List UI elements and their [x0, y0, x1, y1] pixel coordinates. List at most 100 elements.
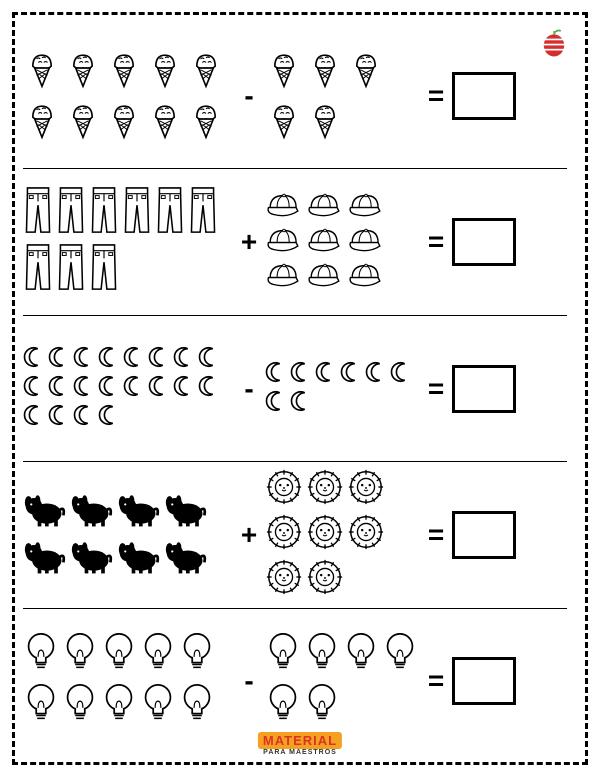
moon-icon — [173, 346, 195, 373]
icecream-icon — [146, 97, 184, 146]
icecream-icon — [23, 46, 61, 95]
moon-icon — [265, 361, 287, 388]
dog-icon — [164, 489, 208, 534]
dog-icon — [164, 536, 208, 581]
cap-icon — [347, 261, 385, 294]
moon-icon — [173, 375, 195, 402]
lion-icon — [306, 558, 344, 601]
left-group — [23, 46, 233, 146]
bulb-icon — [382, 631, 418, 680]
operator: + — [239, 226, 259, 258]
moon-icon — [198, 375, 220, 402]
icecream-icon — [105, 97, 143, 146]
icecream-icon — [187, 97, 225, 146]
operator: - — [239, 665, 259, 697]
cap-icon — [347, 191, 385, 224]
right-group — [265, 191, 420, 294]
cap-icon — [347, 226, 385, 259]
bulb-icon — [265, 631, 301, 680]
moon-icon — [148, 375, 170, 402]
left-group — [23, 186, 233, 298]
problem-row: + — [23, 462, 567, 608]
moon-icon — [198, 346, 220, 373]
icecream-icon — [105, 46, 143, 95]
bulb-icon — [140, 631, 176, 680]
moon-icon — [48, 404, 70, 431]
operator: - — [239, 80, 259, 112]
right-group — [265, 631, 420, 731]
operator: + — [239, 519, 259, 551]
icecream-icon — [64, 97, 102, 146]
answer-box[interactable] — [452, 218, 516, 266]
dog-icon — [70, 536, 114, 581]
left-group — [23, 631, 233, 731]
answer-box[interactable] — [452, 365, 516, 413]
left-group — [23, 489, 233, 581]
cap-icon — [265, 191, 303, 224]
bulb-icon — [101, 631, 137, 680]
answer-box[interactable] — [452, 511, 516, 559]
moon-icon — [148, 346, 170, 373]
bulb-icon — [140, 682, 176, 731]
moon-icon — [73, 404, 95, 431]
pants-icon — [23, 186, 53, 241]
lion-icon — [265, 558, 303, 601]
icecream-icon — [146, 46, 184, 95]
icecream-icon — [265, 46, 303, 95]
cap-icon — [265, 261, 303, 294]
apple-logo-icon — [537, 25, 571, 59]
icecream-icon — [265, 97, 303, 146]
bulb-icon — [179, 682, 215, 731]
pants-icon — [188, 186, 218, 241]
icecream-icon — [187, 46, 225, 95]
dog-icon — [70, 489, 114, 534]
bulb-icon — [23, 682, 59, 731]
answer-box[interactable] — [452, 657, 516, 705]
bulb-icon — [62, 682, 98, 731]
cap-icon — [306, 191, 344, 224]
moon-icon — [365, 361, 387, 388]
icecream-icon — [23, 97, 61, 146]
footer-line1: MATERIAL — [258, 732, 342, 749]
equals-sign: = — [426, 226, 446, 258]
moon-icon — [123, 375, 145, 402]
moon-icon — [98, 404, 120, 431]
moon-icon — [73, 375, 95, 402]
moon-icon — [390, 361, 412, 388]
bulb-icon — [265, 682, 301, 731]
moon-icon — [98, 346, 120, 373]
moon-icon — [340, 361, 362, 388]
footer-line2: PARA MAESTROS — [258, 749, 342, 756]
right-group — [265, 361, 420, 417]
lion-icon — [347, 513, 385, 556]
bulb-icon — [304, 631, 340, 680]
bulb-icon — [23, 631, 59, 680]
equals-sign: = — [426, 665, 446, 697]
right-group — [265, 468, 420, 601]
lion-icon — [265, 468, 303, 511]
footer-logo: MATERIAL PARA MAESTROS — [258, 732, 342, 756]
problem-row: - = — [23, 316, 567, 462]
lion-icon — [306, 468, 344, 511]
bulb-icon — [343, 631, 379, 680]
operator: - — [239, 373, 259, 405]
left-group — [23, 346, 233, 431]
icecream-icon — [64, 46, 102, 95]
dog-icon — [117, 489, 161, 534]
bulb-icon — [304, 682, 340, 731]
answer-box[interactable] — [452, 72, 516, 120]
dog-icon — [23, 489, 67, 534]
pants-icon — [23, 243, 53, 298]
worksheet-frame: - — [12, 12, 588, 765]
problem-row: - — [23, 23, 567, 169]
pants-icon — [155, 186, 185, 241]
moon-icon — [98, 375, 120, 402]
moon-icon — [265, 390, 287, 417]
moon-icon — [23, 404, 45, 431]
bulb-icon — [179, 631, 215, 680]
moon-icon — [73, 346, 95, 373]
pants-icon — [89, 186, 119, 241]
moon-icon — [23, 346, 45, 373]
moon-icon — [123, 346, 145, 373]
bulb-icon — [62, 631, 98, 680]
